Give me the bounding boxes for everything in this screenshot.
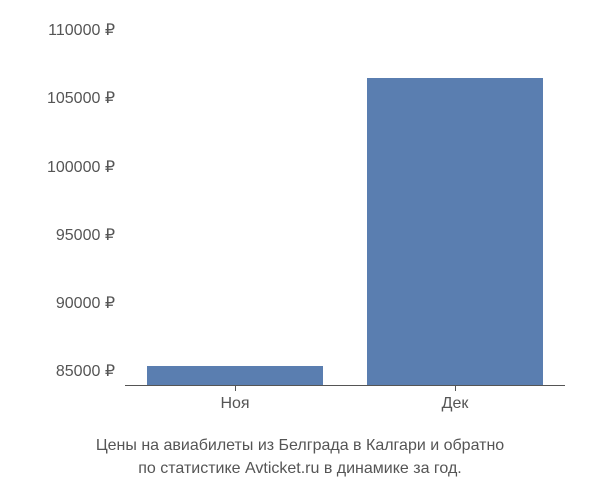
bar [367, 78, 543, 385]
caption-line-1: Цены на авиабилеты из Белграда в Калгари… [96, 437, 504, 454]
y-axis-label: 95000 ₽ [56, 225, 115, 245]
y-axis-label: 100000 ₽ [47, 157, 115, 177]
x-axis-line [125, 385, 565, 386]
y-axis-label: 105000 ₽ [47, 88, 115, 108]
bar [147, 366, 323, 385]
caption-line-2: по статистике Avticket.ru в динамике за … [138, 460, 462, 477]
y-axis-label: 85000 ₽ [56, 361, 115, 381]
x-axis-label: Ноя [220, 395, 249, 413]
chart-caption: Цены на авиабилеты из Белграда в Калгари… [0, 435, 600, 480]
chart-container: 85000 ₽ 90000 ₽ 95000 ₽ 100000 ₽ 105000 ₽ 110… [10, 10, 590, 440]
x-axis-label: Дек [442, 395, 469, 413]
y-axis-label: 90000 ₽ [56, 293, 115, 313]
y-axis-label: 110000 ₽ [48, 20, 115, 40]
plot-area [125, 30, 565, 385]
